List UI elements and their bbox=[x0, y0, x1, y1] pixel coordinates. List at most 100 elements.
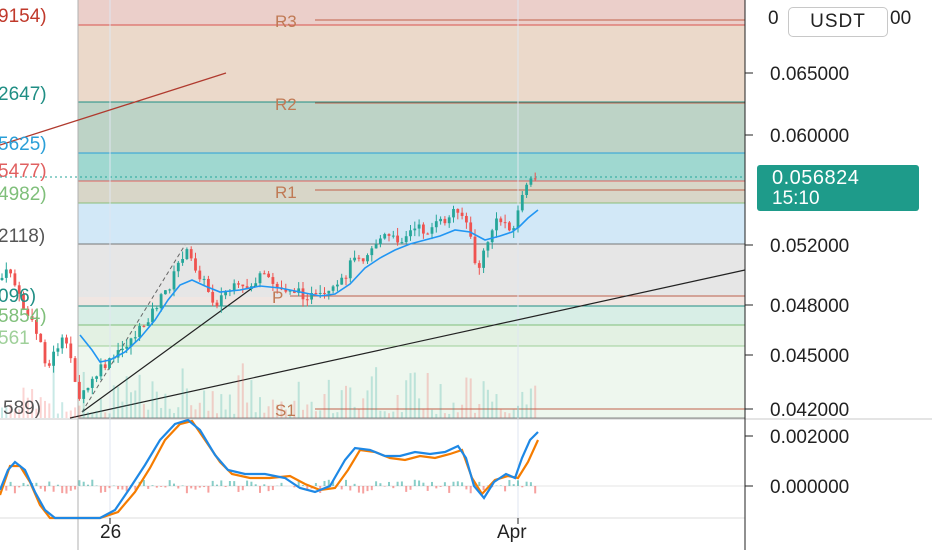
histogram-bar bbox=[474, 484, 476, 486]
candle-body bbox=[121, 348, 124, 351]
candle-body bbox=[60, 337, 64, 349]
oscillator-histogram bbox=[1, 479, 537, 494]
volume-bar bbox=[216, 413, 218, 418]
candle-body bbox=[103, 364, 107, 369]
candle-body bbox=[262, 273, 266, 275]
volume-bars bbox=[1, 360, 537, 418]
candle-body bbox=[503, 222, 507, 224]
last-price-tag: 0.056824 15:10 bbox=[757, 165, 919, 211]
candle-body bbox=[465, 215, 468, 223]
volume-bar bbox=[241, 363, 244, 418]
histogram-bar bbox=[388, 481, 390, 486]
candle-body bbox=[13, 273, 17, 286]
candle-body bbox=[207, 278, 210, 292]
volume-bar bbox=[31, 389, 34, 418]
candle-body bbox=[43, 342, 47, 364]
histogram-bar bbox=[99, 486, 102, 493]
volume-bar bbox=[409, 373, 412, 418]
histogram-bar bbox=[478, 481, 481, 486]
histogram-bar bbox=[499, 485, 502, 486]
volume-bar bbox=[478, 404, 481, 418]
price-tick-042: 0.042000 bbox=[770, 400, 849, 421]
candle-body bbox=[0, 277, 4, 280]
candle-body bbox=[254, 283, 258, 287]
histogram-bar bbox=[26, 484, 29, 486]
volume-bar bbox=[435, 413, 438, 418]
currency-selector-button[interactable]: USDT bbox=[788, 7, 888, 37]
histogram-bar bbox=[534, 486, 537, 494]
candle-body bbox=[219, 295, 223, 307]
histogram-bar bbox=[435, 486, 438, 489]
volume-bar bbox=[211, 391, 214, 418]
candle-body bbox=[125, 346, 129, 349]
volume-bar bbox=[413, 372, 416, 418]
histogram-bar bbox=[134, 486, 137, 490]
histogram-bar bbox=[237, 486, 240, 492]
histogram-bar bbox=[323, 481, 326, 486]
histogram-bar bbox=[74, 486, 77, 490]
volume-bar bbox=[426, 373, 429, 418]
volume-bar bbox=[1, 407, 3, 418]
volume-bar bbox=[112, 385, 115, 418]
volume-bar bbox=[383, 411, 386, 418]
volume-bar bbox=[237, 375, 240, 418]
price-tick-052: 0.052000 bbox=[770, 236, 849, 257]
histogram-bar bbox=[357, 486, 360, 493]
left-label-10: 589) bbox=[3, 398, 41, 419]
pivot-r2-label: R2 bbox=[275, 95, 297, 114]
histogram-bar bbox=[461, 482, 464, 486]
price-tick-045: 0.045000 bbox=[770, 346, 849, 367]
volume-bar bbox=[228, 394, 231, 418]
volume-bar bbox=[74, 407, 77, 418]
volume-bar bbox=[323, 393, 326, 418]
volume-bar bbox=[233, 413, 236, 418]
histogram-bar bbox=[211, 480, 214, 486]
histogram-bar bbox=[56, 484, 59, 486]
volume-bar bbox=[190, 405, 193, 418]
volume-bar bbox=[504, 412, 507, 418]
candle-body bbox=[35, 319, 38, 334]
histogram-bar bbox=[267, 486, 270, 492]
histogram-bar bbox=[35, 482, 38, 486]
candle-body bbox=[447, 217, 451, 224]
candle-body bbox=[323, 292, 326, 294]
left-label-9: 561 bbox=[0, 328, 30, 349]
histogram-bar bbox=[405, 486, 408, 492]
volume-bar bbox=[332, 413, 335, 418]
histogram-bar bbox=[370, 486, 373, 491]
histogram-bar bbox=[117, 486, 120, 490]
volume-bar bbox=[138, 374, 141, 418]
volume-bar bbox=[456, 412, 459, 418]
candle-body bbox=[383, 234, 387, 239]
candle-body bbox=[185, 249, 189, 260]
volume-bar bbox=[259, 397, 261, 418]
histogram-bar bbox=[431, 481, 433, 486]
candle-body bbox=[366, 255, 369, 262]
candle-body bbox=[512, 228, 516, 231]
histogram-bar bbox=[164, 486, 167, 488]
volume-bar bbox=[495, 394, 498, 418]
volume-bar bbox=[517, 405, 519, 418]
price-tick-060: 0.060000 bbox=[770, 126, 849, 147]
volume-bar bbox=[349, 387, 352, 418]
candle-body bbox=[224, 291, 227, 296]
volume-bar bbox=[254, 412, 257, 418]
histogram-bar bbox=[160, 486, 163, 487]
candle-body bbox=[374, 244, 378, 249]
pivot-r3-label: R3 bbox=[275, 12, 297, 31]
candle-body bbox=[417, 224, 421, 229]
candle-body bbox=[357, 257, 361, 259]
histogram-bar bbox=[207, 486, 210, 493]
histogram-bar bbox=[525, 481, 528, 486]
histogram-bar bbox=[353, 483, 356, 486]
candle-body bbox=[176, 262, 180, 272]
left-label-4: 5477) bbox=[0, 161, 47, 182]
volume-bar bbox=[142, 404, 145, 418]
histogram-bar bbox=[280, 482, 283, 486]
candle-body bbox=[52, 351, 55, 366]
volume-bar bbox=[284, 409, 287, 418]
volume-bar bbox=[108, 413, 111, 418]
volume-bar bbox=[439, 384, 442, 418]
histogram-bar bbox=[48, 481, 51, 486]
